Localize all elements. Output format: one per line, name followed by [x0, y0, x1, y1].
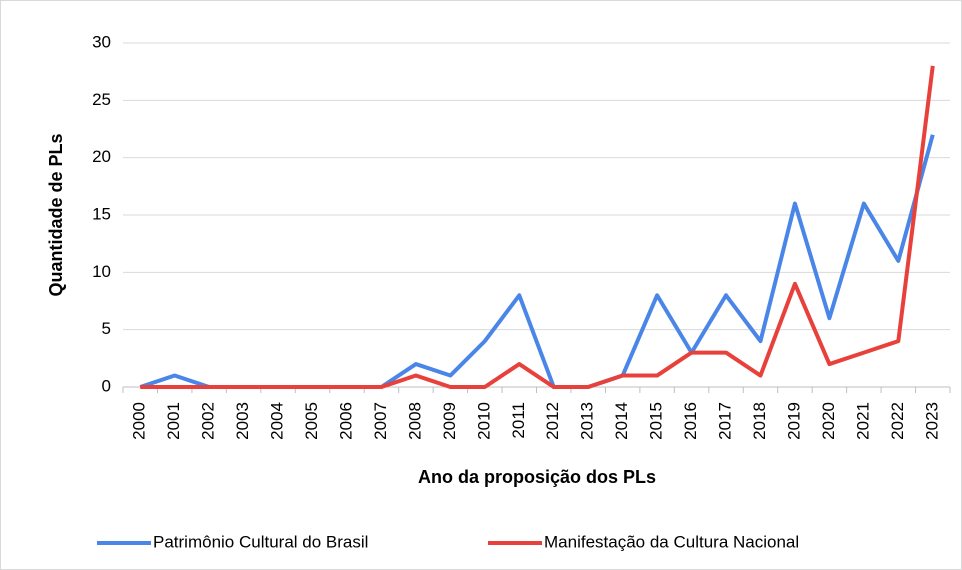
legend-label: Patrimônio Cultural do Brasil — [153, 532, 368, 551]
y-tick-label: 20 — [92, 147, 111, 166]
y-tick-label: 30 — [92, 32, 111, 51]
y-axis-title: Quantidade de PLs — [46, 133, 66, 296]
y-tick-label: 5 — [102, 319, 111, 338]
x-tick-label: 2022 — [888, 402, 907, 440]
x-axis-title: Ano da proposição dos PLs — [418, 467, 656, 487]
x-tick-label: 2023 — [922, 402, 941, 440]
x-tick-label: 2005 — [302, 402, 321, 440]
x-tick-label: 2015 — [647, 402, 666, 440]
x-tick-label: 2018 — [750, 402, 769, 440]
x-tick-label: 2010 — [474, 402, 493, 440]
x-tick-label: 2021 — [853, 402, 872, 440]
x-tick-label: 2008 — [405, 402, 424, 440]
x-tick-label: 2017 — [716, 402, 735, 440]
y-tick-label: 0 — [102, 376, 111, 395]
x-tick-label: 2014 — [612, 402, 631, 440]
x-tick-label: 2000 — [130, 402, 149, 440]
x-tick-label: 2012 — [543, 402, 562, 440]
x-tick-label: 2020 — [819, 402, 838, 440]
y-tick-label: 25 — [92, 90, 111, 109]
x-tick-label: 2009 — [440, 402, 459, 440]
x-tick-label: 2016 — [681, 402, 700, 440]
x-tick-label: 2003 — [233, 402, 252, 440]
y-tick-label: 15 — [92, 204, 111, 223]
x-tick-label: 2002 — [199, 402, 218, 440]
x-tick-label: 2007 — [371, 402, 390, 440]
x-tick-label: 2011 — [509, 402, 528, 439]
x-tick-label: 2013 — [578, 402, 597, 440]
legend-label: Manifestação da Cultura Nacional — [544, 532, 799, 551]
x-tick-label: 2006 — [336, 402, 355, 440]
y-tick-label: 10 — [92, 262, 111, 281]
x-tick-label: 2004 — [268, 402, 287, 440]
x-tick-label: 2019 — [784, 402, 803, 440]
x-tick-label: 2001 — [164, 402, 183, 440]
series-line — [140, 65, 935, 389]
